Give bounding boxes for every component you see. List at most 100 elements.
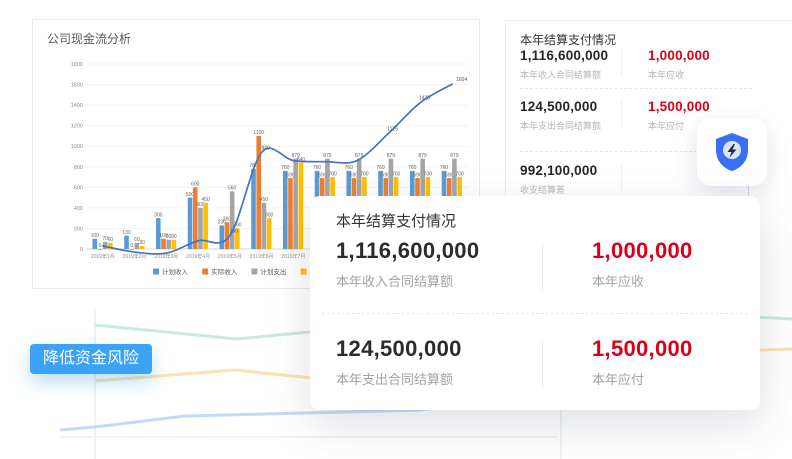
svg-text:600: 600 <box>191 182 200 188</box>
summary-panel-title: 本年结算支付情况 <box>520 33 617 47</box>
stat-receivable: 1,000,000 本年应收 <box>648 48 710 81</box>
stat-value: 124,500,000 <box>520 99 598 114</box>
svg-text:计划支出: 计划支出 <box>260 267 286 276</box>
svg-text:2019年2月: 2019年2月 <box>123 253 147 260</box>
stat-payable: 1,500,000 本年应付 <box>648 99 710 132</box>
svg-text:300: 300 <box>154 212 163 218</box>
svg-text:760: 760 <box>313 165 322 171</box>
stat-label: 收支结算差 <box>520 185 566 195</box>
popup-stat-label: 本年应收 <box>592 274 645 289</box>
popup-dashed-separator <box>322 313 748 314</box>
shield-badge-card[interactable] <box>697 118 767 186</box>
svg-text:90: 90 <box>166 234 172 240</box>
stat-label: 本年支出合同结算额 <box>520 121 602 131</box>
svg-text:760: 760 <box>376 165 385 171</box>
svg-text:780: 780 <box>249 163 258 169</box>
svg-text:1600: 1600 <box>71 83 83 89</box>
stat-label: 本年收入合同结算额 <box>520 70 602 80</box>
popup-stat-income-settlement: 1,116,600,000 本年收入合同结算额 <box>336 238 479 290</box>
svg-text:60: 60 <box>134 237 140 243</box>
svg-text:690: 690 <box>318 172 327 178</box>
svg-text:879: 879 <box>323 153 332 159</box>
cashflow-card-title: 公司现金流分析 <box>47 32 132 46</box>
risk-tag-button[interactable]: 降低资金风险 <box>30 344 153 374</box>
stat-balance: 992,100,000 收支结算差 <box>520 163 597 196</box>
svg-text:2019年4月: 2019年4月 <box>186 253 210 260</box>
svg-text:690: 690 <box>382 172 391 178</box>
svg-text:760: 760 <box>440 165 449 171</box>
stat-value: 992,100,000 <box>520 163 598 178</box>
svg-text:0: 0 <box>99 243 102 249</box>
popup-stat-value: 124,500,000 <box>336 336 462 361</box>
svg-text:60: 60 <box>108 237 114 243</box>
popup-stat-label: 本年收入合同结算额 <box>336 274 454 289</box>
svg-text:100: 100 <box>91 233 100 239</box>
svg-text:0: 0 <box>80 247 83 253</box>
dashed-separator <box>520 151 752 152</box>
stat-expense-settlement: 124,500,000 本年支出合同结算额 <box>520 99 601 132</box>
svg-text:260: 260 <box>223 216 232 222</box>
popup-stat-value: 1,500,000 <box>592 336 693 361</box>
svg-text:760: 760 <box>345 165 354 171</box>
shield-lightning-icon <box>716 133 748 171</box>
popup-title: 本年结算支付情况 <box>336 213 457 230</box>
svg-text:2019年7月: 2019年7月 <box>281 253 305 260</box>
svg-text:200: 200 <box>74 226 83 232</box>
svg-text:450: 450 <box>201 197 210 203</box>
svg-text:760: 760 <box>408 165 417 171</box>
popup-stat-value: 1,116,600,000 <box>336 238 480 263</box>
svg-text:130: 130 <box>122 230 131 236</box>
svg-text:实际收入: 实际收入 <box>211 267 238 276</box>
svg-text:70: 70 <box>102 236 108 242</box>
svg-text:879: 879 <box>450 153 459 159</box>
svg-text:1425: 1425 <box>419 96 430 102</box>
svg-text:200: 200 <box>233 223 242 229</box>
svg-text:690: 690 <box>413 172 422 178</box>
svg-text:1800: 1800 <box>71 62 83 68</box>
svg-text:700: 700 <box>392 171 401 177</box>
stat-value: 1,116,600,000 <box>520 48 609 63</box>
svg-text:500: 500 <box>186 192 195 198</box>
svg-text:600: 600 <box>74 185 83 191</box>
svg-text:879: 879 <box>387 153 396 159</box>
stat-divider <box>621 101 622 127</box>
stat-value: 1,000,000 <box>648 48 710 63</box>
svg-text:879: 879 <box>292 153 301 159</box>
svg-text:879: 879 <box>355 153 364 159</box>
svg-text:100: 100 <box>159 233 168 239</box>
settlement-popup-card: 本年结算支付情况 1,116,600,000 本年收入合同结算额 1,000,0… <box>310 196 760 410</box>
svg-text:2019年1月: 2019年1月 <box>91 253 115 260</box>
svg-text:690: 690 <box>350 172 359 178</box>
dashed-separator <box>520 88 752 89</box>
svg-text:130: 130 <box>230 229 239 235</box>
popup-stat-divider <box>542 244 543 290</box>
svg-text:840: 840 <box>297 157 306 163</box>
svg-text:450: 450 <box>260 197 269 203</box>
svg-text:1400: 1400 <box>71 103 83 109</box>
popup-stat-label: 本年应付 <box>592 372 645 387</box>
svg-text:2019年3月: 2019年3月 <box>154 253 178 260</box>
svg-text:300: 300 <box>265 212 274 218</box>
svg-text:700: 700 <box>360 171 369 177</box>
popup-stat-expense-settlement: 124,500,000 本年支出合同结算额 <box>336 336 462 388</box>
svg-text:690: 690 <box>445 172 454 178</box>
popup-stat-payable: 1,500,000 本年应付 <box>592 336 693 388</box>
svg-text:2019年5月: 2019年5月 <box>218 253 242 260</box>
stat-value: 1,500,000 <box>648 99 710 114</box>
svg-text:560: 560 <box>228 186 237 192</box>
svg-text:879: 879 <box>419 153 428 159</box>
svg-text:700: 700 <box>455 171 464 177</box>
popup-stat-receivable: 1,000,000 本年应收 <box>592 238 693 290</box>
stat-income-settlement: 1,116,600,000 本年收入合同结算额 <box>520 48 608 81</box>
stat-divider <box>621 165 622 191</box>
svg-text:30: 30 <box>139 240 145 246</box>
svg-text:1000: 1000 <box>71 144 83 150</box>
svg-text:760: 760 <box>281 165 290 171</box>
popup-stat-divider <box>542 342 543 388</box>
svg-text:2019年6月: 2019年6月 <box>250 253 274 260</box>
svg-text:230: 230 <box>218 220 227 226</box>
svg-text:1604: 1604 <box>456 77 467 83</box>
stat-label: 本年应收 <box>648 70 685 80</box>
svg-text:690: 690 <box>286 172 295 178</box>
